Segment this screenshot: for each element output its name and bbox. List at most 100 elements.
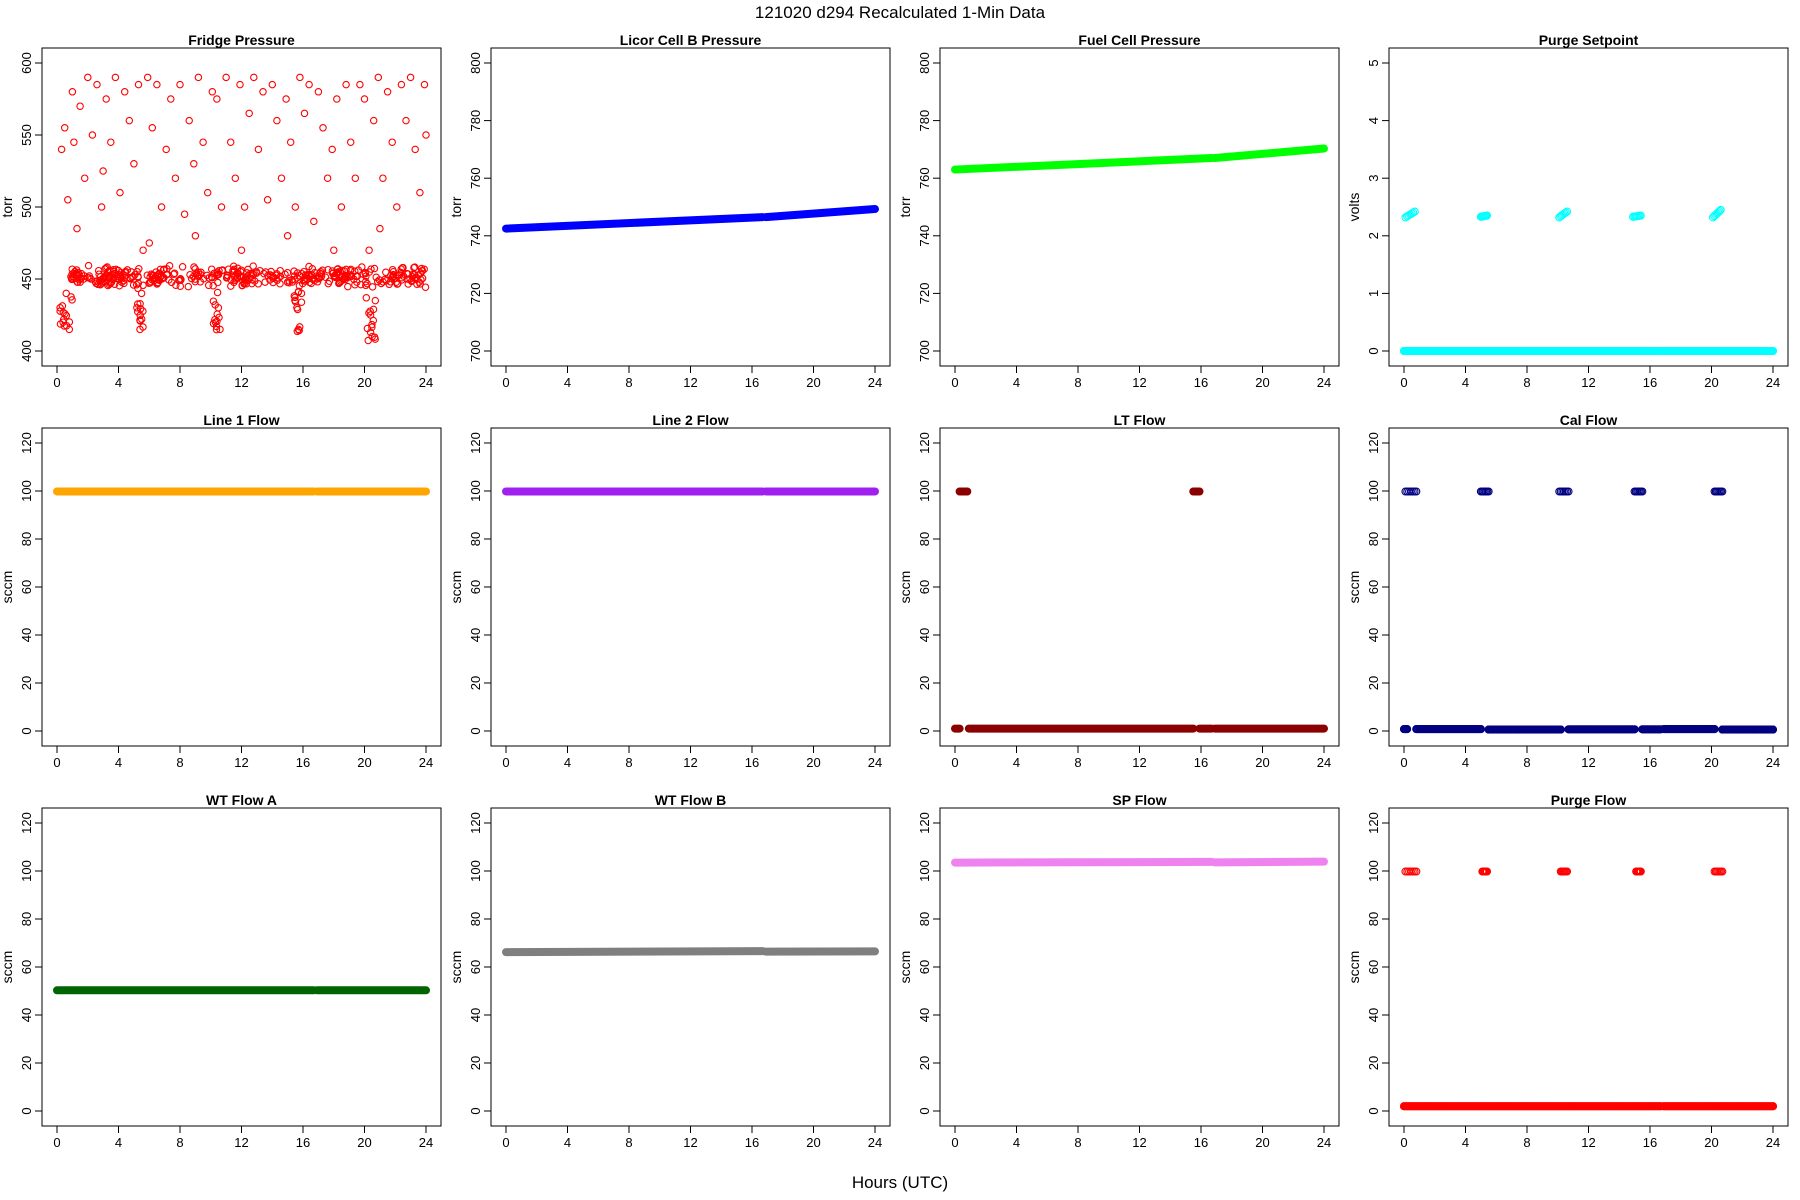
data-point bbox=[1533, 346, 1542, 356]
data-point bbox=[296, 73, 304, 82]
data-point bbox=[249, 262, 257, 270]
data-point bbox=[1725, 346, 1734, 356]
data-point bbox=[1520, 725, 1529, 734]
data-point bbox=[1505, 1102, 1514, 1111]
plot-frame bbox=[939, 427, 1340, 747]
data-point bbox=[240, 203, 249, 211]
x-tick-label: 12 bbox=[1132, 755, 1146, 770]
data-point bbox=[186, 270, 194, 279]
data-point bbox=[1728, 346, 1737, 356]
data-point bbox=[1587, 346, 1596, 356]
data-point bbox=[1538, 725, 1547, 734]
data-point bbox=[1548, 346, 1557, 356]
x-tick-label: 12 bbox=[1132, 375, 1146, 390]
panel-title: SP Flow bbox=[1112, 792, 1166, 808]
data-point bbox=[1758, 1102, 1767, 1111]
plot-frame bbox=[939, 807, 1340, 1127]
data-point bbox=[351, 267, 359, 275]
panel-4: Line 1 Flow sccm 0 4 8 12 16 20 24 0 20 40 60 80 100 12… bbox=[0, 412, 442, 770]
data-point bbox=[1512, 346, 1522, 356]
data-point bbox=[1571, 1102, 1581, 1111]
data-point bbox=[376, 224, 384, 233]
data-point bbox=[328, 145, 336, 154]
data-point bbox=[366, 311, 375, 319]
data-point bbox=[1507, 1102, 1516, 1111]
y-tick-label: 60 bbox=[917, 960, 932, 974]
data-point bbox=[1600, 346, 1609, 356]
data-point bbox=[1561, 1102, 1570, 1111]
y-tick-label: 40 bbox=[1366, 1008, 1381, 1022]
plot-frame bbox=[41, 427, 442, 747]
data-point bbox=[133, 304, 141, 312]
data-point bbox=[1595, 346, 1604, 356]
data-point bbox=[1690, 725, 1699, 734]
data-point bbox=[1533, 725, 1542, 734]
data-point bbox=[337, 203, 346, 211]
data-point bbox=[365, 309, 373, 317]
data-point bbox=[1713, 1102, 1722, 1111]
x-tick-label: 24 bbox=[419, 755, 433, 770]
data-point bbox=[56, 304, 64, 312]
panel-5: Line 2 Flow sccm 0 4 8 12 16 20 24 0 20 40 60 80 100 12… bbox=[448, 412, 891, 770]
data-point bbox=[1622, 725, 1632, 734]
y-tick-label: 800 bbox=[917, 52, 932, 74]
data-point bbox=[366, 328, 375, 337]
data-point bbox=[1569, 725, 1578, 734]
panel-title: Line 2 Flow bbox=[652, 412, 728, 428]
data-point bbox=[1407, 1102, 1416, 1111]
data-point bbox=[1420, 1102, 1429, 1111]
data-point bbox=[1438, 346, 1447, 356]
y-tick-label: 0 bbox=[1366, 347, 1381, 354]
x-tick-label: 12 bbox=[1581, 1135, 1595, 1150]
data-point bbox=[240, 279, 249, 288]
data-point bbox=[1646, 725, 1655, 734]
y-tick-label: 100 bbox=[19, 860, 34, 882]
x-tick-label: 20 bbox=[357, 755, 371, 770]
x-tick-label: 12 bbox=[683, 1135, 697, 1150]
y-tick-label: 60 bbox=[468, 580, 483, 594]
data-point bbox=[1512, 725, 1522, 734]
data-point bbox=[121, 272, 129, 280]
data-point bbox=[70, 138, 78, 146]
data-points bbox=[502, 947, 879, 957]
data-point bbox=[1494, 725, 1503, 734]
y-tick-label: 120 bbox=[1366, 812, 1381, 834]
data-point bbox=[236, 80, 244, 89]
x-tick-label: 4 bbox=[1013, 755, 1020, 770]
data-point bbox=[397, 80, 406, 89]
data-point bbox=[1638, 725, 1647, 734]
data-point bbox=[1735, 346, 1745, 356]
data-point bbox=[1753, 346, 1762, 356]
data-point bbox=[1577, 1102, 1586, 1111]
data-point bbox=[1507, 346, 1516, 356]
y-tick-label: 40 bbox=[19, 628, 34, 642]
data-point bbox=[1597, 346, 1606, 356]
data-point bbox=[1768, 1102, 1778, 1111]
data-point bbox=[1600, 725, 1609, 734]
data-points bbox=[502, 205, 879, 233]
data-point bbox=[1715, 346, 1724, 356]
data-point bbox=[1482, 1102, 1491, 1111]
data-point bbox=[1761, 1102, 1770, 1111]
data-point bbox=[1640, 725, 1649, 734]
data-point bbox=[1415, 346, 1424, 356]
data-point bbox=[1730, 725, 1739, 734]
data-point bbox=[170, 269, 179, 278]
data-point bbox=[1494, 1102, 1504, 1111]
data-point bbox=[1574, 346, 1583, 356]
data-point bbox=[222, 274, 231, 282]
data-series bbox=[502, 213, 767, 233]
data-point bbox=[294, 325, 303, 334]
data-point bbox=[268, 272, 276, 280]
data-point bbox=[1662, 725, 1671, 734]
data-point bbox=[1412, 867, 1421, 876]
data-point bbox=[1700, 346, 1709, 356]
data-point bbox=[1530, 1102, 1539, 1111]
data-point bbox=[1718, 487, 1727, 496]
data-point bbox=[209, 319, 218, 328]
y-tick-label: 600 bbox=[19, 52, 34, 74]
plot-frame bbox=[939, 47, 1340, 367]
x-tick-label: 20 bbox=[357, 375, 371, 390]
data-point bbox=[59, 318, 67, 326]
data-point bbox=[1720, 346, 1729, 356]
